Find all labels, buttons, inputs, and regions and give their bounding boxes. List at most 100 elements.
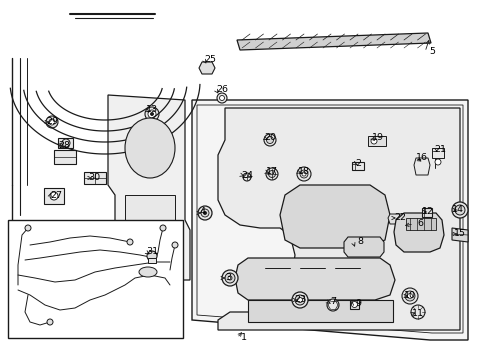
- Text: 18: 18: [297, 167, 309, 176]
- Bar: [125, 195, 175, 220]
- Circle shape: [227, 276, 231, 280]
- Circle shape: [201, 209, 208, 217]
- Text: 2: 2: [354, 158, 360, 167]
- Polygon shape: [387, 214, 403, 224]
- Polygon shape: [343, 237, 383, 257]
- Circle shape: [219, 95, 224, 100]
- Bar: [58, 138, 73, 148]
- Text: 3: 3: [224, 274, 231, 283]
- Circle shape: [160, 225, 165, 231]
- Circle shape: [130, 128, 170, 168]
- Circle shape: [224, 273, 235, 283]
- Circle shape: [434, 159, 440, 165]
- Circle shape: [296, 167, 310, 181]
- Circle shape: [143, 142, 156, 154]
- Circle shape: [451, 202, 467, 218]
- Circle shape: [407, 293, 412, 298]
- Bar: [431, 148, 443, 158]
- Circle shape: [49, 119, 55, 125]
- Bar: [351, 162, 363, 170]
- Circle shape: [243, 173, 250, 181]
- Circle shape: [370, 138, 376, 144]
- Bar: [349, 300, 358, 309]
- Text: 12: 12: [421, 207, 433, 216]
- Circle shape: [145, 107, 159, 121]
- Circle shape: [291, 292, 307, 308]
- Circle shape: [50, 192, 58, 200]
- Text: 13: 13: [145, 105, 158, 114]
- Text: 28: 28: [58, 141, 70, 150]
- Polygon shape: [192, 100, 467, 340]
- Circle shape: [198, 206, 212, 220]
- Text: 17: 17: [265, 167, 278, 176]
- Circle shape: [222, 270, 238, 286]
- Circle shape: [326, 299, 338, 311]
- Bar: [54, 150, 76, 164]
- Text: 19: 19: [371, 134, 383, 143]
- Polygon shape: [108, 95, 190, 280]
- Text: 26: 26: [216, 85, 227, 94]
- Text: 20: 20: [264, 134, 275, 143]
- Circle shape: [147, 251, 157, 261]
- Circle shape: [150, 112, 153, 116]
- Circle shape: [410, 305, 424, 319]
- Polygon shape: [393, 213, 443, 252]
- Circle shape: [299, 170, 307, 178]
- Circle shape: [264, 134, 275, 146]
- Circle shape: [127, 239, 133, 245]
- Text: 22: 22: [393, 213, 405, 222]
- Circle shape: [302, 172, 305, 176]
- Circle shape: [172, 242, 178, 248]
- Circle shape: [294, 295, 305, 305]
- Text: 21: 21: [433, 145, 445, 154]
- Text: 24: 24: [241, 171, 252, 180]
- Text: 4: 4: [199, 207, 204, 216]
- Text: 14: 14: [451, 206, 463, 215]
- Text: 7: 7: [329, 297, 335, 306]
- Text: 29: 29: [46, 117, 58, 126]
- Polygon shape: [451, 228, 467, 242]
- Polygon shape: [280, 185, 389, 248]
- Circle shape: [203, 211, 206, 215]
- Bar: [130, 255, 155, 267]
- Text: 11: 11: [411, 310, 423, 319]
- Circle shape: [25, 225, 31, 231]
- Polygon shape: [237, 33, 430, 50]
- Text: 5: 5: [428, 48, 434, 57]
- Text: 25: 25: [203, 55, 216, 64]
- Circle shape: [138, 136, 162, 160]
- Text: 27: 27: [50, 192, 62, 201]
- Bar: [247, 300, 392, 322]
- Bar: [130, 230, 164, 248]
- Text: 16: 16: [415, 153, 427, 162]
- Circle shape: [404, 291, 414, 301]
- Text: 9: 9: [354, 300, 360, 309]
- Circle shape: [46, 116, 58, 128]
- Circle shape: [148, 110, 156, 118]
- Circle shape: [297, 297, 302, 302]
- Circle shape: [266, 136, 273, 144]
- Polygon shape: [235, 258, 394, 300]
- Text: 31: 31: [145, 248, 158, 256]
- Bar: [8, 220, 183, 338]
- Circle shape: [47, 319, 53, 325]
- Text: 30: 30: [88, 174, 100, 183]
- Circle shape: [401, 288, 417, 304]
- Bar: [44, 188, 64, 204]
- Circle shape: [454, 205, 464, 215]
- Circle shape: [62, 139, 70, 147]
- Polygon shape: [218, 108, 459, 330]
- Bar: [148, 258, 156, 263]
- Polygon shape: [199, 62, 215, 74]
- Circle shape: [265, 168, 278, 180]
- Text: 6: 6: [416, 220, 422, 229]
- Text: 10: 10: [403, 292, 415, 301]
- Circle shape: [351, 302, 357, 307]
- Text: 8: 8: [356, 238, 362, 247]
- Polygon shape: [413, 158, 429, 175]
- Text: 1: 1: [241, 333, 246, 342]
- Text: 23: 23: [293, 296, 305, 305]
- Ellipse shape: [139, 267, 157, 277]
- Ellipse shape: [125, 118, 175, 178]
- Text: 15: 15: [453, 230, 465, 238]
